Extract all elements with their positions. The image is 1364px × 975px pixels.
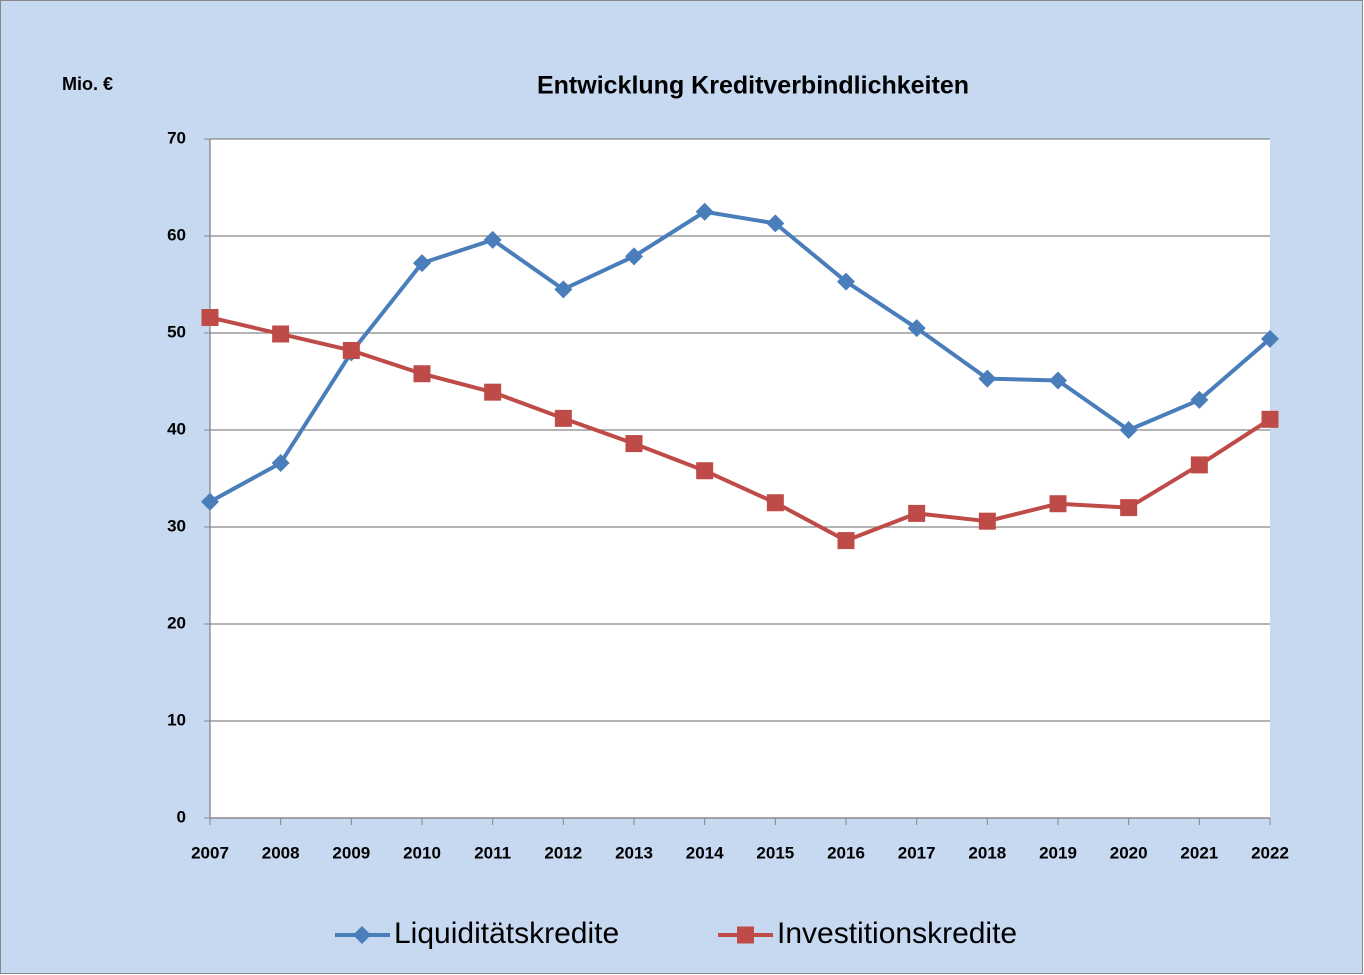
data-point: [1049, 495, 1067, 513]
series-line: [209, 315, 1272, 543]
x-tick-label: 2019: [1039, 843, 1077, 862]
data-point: [695, 202, 714, 221]
data-point: [484, 383, 502, 401]
y-tick-label: 40: [167, 419, 186, 438]
data-point: [271, 453, 290, 472]
data-point: [413, 365, 431, 383]
data-point: [1049, 371, 1067, 390]
data-point: [1261, 329, 1279, 348]
legend-marker: [353, 926, 371, 944]
y-tick-label: 0: [177, 807, 186, 826]
data-point: [554, 409, 572, 427]
data-point: [837, 272, 855, 291]
legend-label: Investitionskredite: [777, 917, 1017, 950]
legend-marker: [737, 926, 754, 944]
data-point: [272, 325, 290, 343]
x-tick-label: 2010: [403, 843, 441, 862]
y-tick-label: 20: [167, 613, 186, 632]
data-point: [413, 254, 431, 273]
chart-title: Entwicklung Kreditverbindlichkeiten: [537, 72, 969, 100]
data-point: [625, 435, 643, 453]
data-point: [201, 308, 219, 326]
x-tick-label: 2012: [544, 843, 582, 862]
y-axis-label: Mio. €: [62, 74, 113, 94]
data-point: [625, 247, 643, 266]
x-tick-label: 2007: [191, 843, 229, 862]
y-tick-label: 70: [167, 128, 186, 147]
data-point: [554, 280, 573, 299]
data-point: [766, 494, 784, 512]
x-tick-label: 2020: [1110, 843, 1148, 862]
y-tick-label: 50: [167, 322, 186, 341]
x-tick-label: 2013: [615, 843, 653, 862]
x-tick-label: 2017: [898, 843, 936, 862]
data-point: [1120, 499, 1138, 517]
data-point: [1261, 410, 1279, 428]
x-tick-label: 2011: [474, 843, 511, 862]
x-tick-label: 2009: [332, 843, 370, 862]
data-point: [483, 230, 502, 249]
data-point: [201, 492, 219, 511]
y-tick-label: 30: [167, 516, 186, 535]
data-point: [1190, 456, 1208, 474]
x-tick-label: 2014: [686, 843, 724, 862]
x-tick-label: 2018: [968, 843, 1006, 862]
data-point: [766, 214, 785, 233]
x-tick-label: 2008: [262, 843, 300, 862]
legend-label: Liquiditätskredite: [394, 917, 619, 950]
data-point: [978, 369, 997, 388]
plot-area: [210, 139, 1270, 818]
y-tick-label: 10: [167, 710, 186, 729]
x-tick-label: 2015: [756, 843, 794, 862]
data-point: [978, 512, 996, 530]
data-point: [1119, 421, 1138, 439]
x-tick-label: 2022: [1251, 843, 1289, 862]
data-point: [1190, 390, 1209, 409]
data-point: [696, 462, 714, 480]
x-tick-label: 2016: [827, 843, 865, 862]
data-point: [908, 504, 926, 522]
data-point: [342, 341, 360, 359]
data-point: [907, 319, 926, 338]
y-tick-label: 60: [167, 225, 186, 244]
x-tick-label: 2021: [1180, 843, 1218, 862]
data-point: [837, 532, 855, 550]
series-line: [209, 209, 1272, 504]
